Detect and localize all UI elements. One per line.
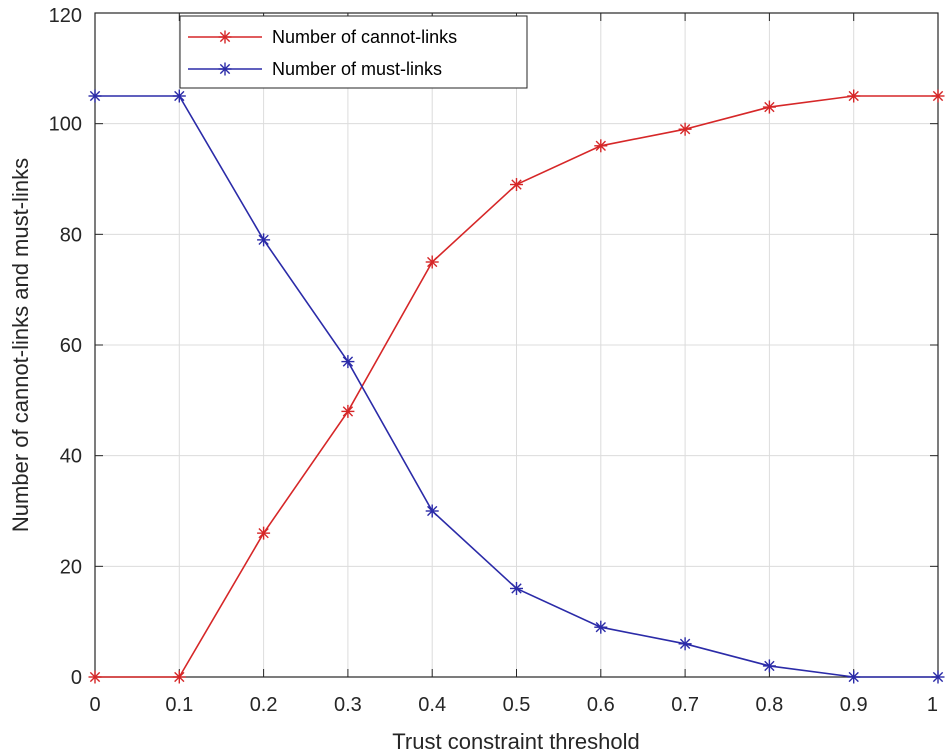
x-tick-label: 0.5 bbox=[503, 694, 531, 716]
y-tick-label: 100 bbox=[49, 114, 82, 136]
legend: Number of cannot-links Number of must-lin… bbox=[179, 15, 528, 89]
data-point-marker bbox=[257, 526, 271, 540]
data-point-marker bbox=[847, 670, 861, 684]
data-point-marker bbox=[594, 620, 608, 634]
y-tick-label: 20 bbox=[60, 556, 82, 578]
y-axis-ticks: 0 20 40 60 80 100 120 bbox=[49, 5, 938, 689]
data-point-marker bbox=[678, 637, 692, 651]
x-tick-label: 0.3 bbox=[334, 694, 362, 716]
legend-entry: Number of must-links bbox=[188, 59, 442, 79]
legend-label: Number of cannot-links bbox=[272, 27, 457, 47]
data-point-marker bbox=[510, 178, 523, 192]
x-tick-label: 0.2 bbox=[250, 694, 278, 716]
data-point-marker bbox=[88, 670, 102, 684]
x-tick-label: 0.6 bbox=[587, 694, 615, 716]
series-1 bbox=[88, 89, 945, 684]
legend-box bbox=[179, 15, 528, 89]
data-point-marker bbox=[172, 670, 186, 684]
data-point-marker bbox=[762, 100, 776, 114]
x-tick-label: 1 bbox=[927, 694, 938, 716]
y-tick-label: 60 bbox=[60, 335, 82, 357]
data-point-marker bbox=[594, 139, 608, 153]
data-point-marker bbox=[510, 581, 523, 595]
y-tick-label: 0 bbox=[71, 667, 82, 689]
legend-swatch-marker bbox=[218, 62, 232, 76]
legend-swatch-marker bbox=[218, 30, 232, 44]
data-point-marker bbox=[257, 233, 271, 247]
x-axis-ticks: 0 0.1 0.2 0.3 0.4 0.5 0.6 0.7 0.8 0.9 1 bbox=[89, 13, 939, 716]
data-point-marker bbox=[678, 122, 692, 136]
x-tick-label: 0.4 bbox=[418, 694, 446, 716]
y-tick-label: 80 bbox=[60, 224, 82, 246]
data-point-marker bbox=[847, 89, 861, 103]
data-point-marker bbox=[425, 504, 439, 518]
grid-lines bbox=[94, 12, 939, 678]
data-point-marker bbox=[931, 670, 945, 684]
data-point-marker bbox=[425, 255, 439, 269]
series-2 bbox=[88, 89, 945, 684]
data-point-marker bbox=[341, 355, 355, 369]
x-axis-label: Trust constraint threshold bbox=[392, 729, 639, 754]
data-point-marker bbox=[762, 659, 776, 673]
legend-label: Number of must-links bbox=[272, 59, 442, 79]
y-tick-label: 40 bbox=[60, 446, 82, 468]
x-tick-label: 0.9 bbox=[840, 694, 868, 716]
data-point-marker bbox=[341, 404, 355, 418]
y-tick-label: 120 bbox=[49, 5, 82, 27]
data-point-marker bbox=[172, 89, 186, 103]
x-tick-label: 0.7 bbox=[671, 694, 699, 716]
legend-entry: Number of cannot-links bbox=[188, 27, 457, 47]
y-axis-label: Number of cannot-links and must-links bbox=[8, 158, 33, 532]
series-group bbox=[88, 89, 945, 684]
x-tick-label: 0.1 bbox=[165, 694, 193, 716]
x-tick-label: 0.8 bbox=[755, 694, 783, 716]
data-point-marker bbox=[88, 89, 102, 103]
data-point-marker bbox=[931, 89, 945, 103]
x-tick-label: 0 bbox=[89, 694, 100, 716]
